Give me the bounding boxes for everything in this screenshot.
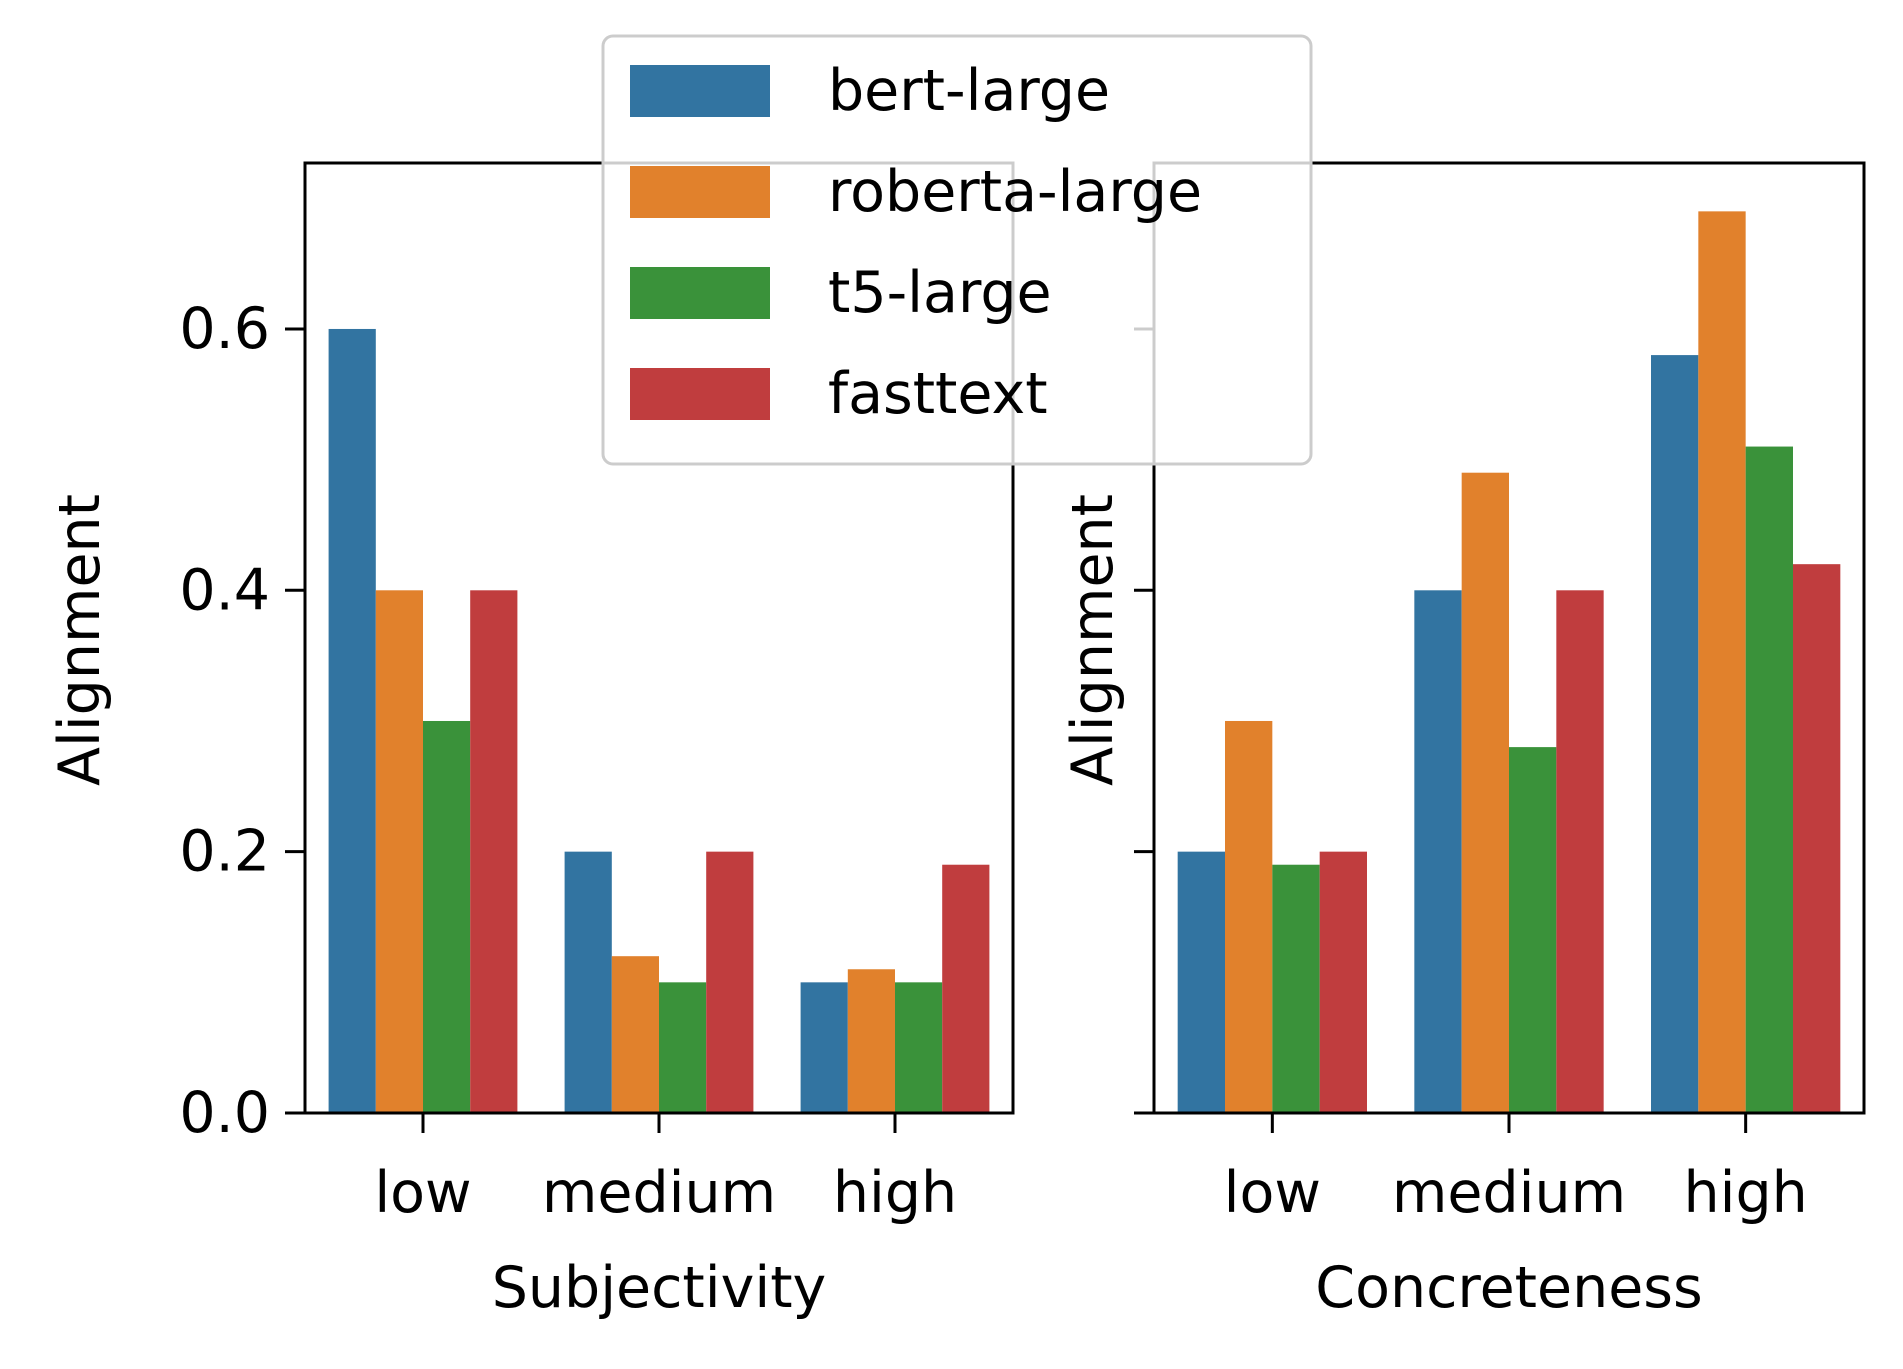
legend: bert-large roberta-large t5-large fasttext [601,34,1313,466]
y-axis-label: Alignment [1060,494,1126,786]
x-tick-label-medium: medium [542,1160,776,1226]
bar-bert-large-low [328,328,376,1114]
bar-bert-large-high [1651,355,1699,1114]
bar-roberta-large-high [1698,211,1746,1114]
bar-fasttext-high [942,864,990,1113]
legend-swatch-fasttext [630,368,770,420]
legend-label-t5-large: t5-large [828,260,1052,326]
bar-bert-large-low [1177,851,1225,1113]
y-tick-label: 0.4 [179,557,270,623]
legend-label-bert-large: bert-large [828,58,1110,124]
bar-fasttext-medium [1556,590,1604,1113]
bar-bert-large-medium [564,851,612,1113]
legend-label-roberta-large: roberta-large [828,159,1202,225]
bar-t5-large-low [423,720,471,1113]
legend-swatch-t5-large [630,267,770,319]
bar-roberta-large-low [1225,720,1273,1113]
legend-swatch-bert-large [630,65,770,117]
bar-t5-large-low [1272,864,1320,1113]
bar-t5-large-high [1745,446,1793,1113]
x-axis-label: Concreteness [1315,1255,1702,1321]
bar-roberta-large-low [375,590,423,1113]
bar-fasttext-medium [706,851,754,1113]
x-tick-label-medium: medium [1392,1160,1626,1226]
concreteness-panel: low medium high Concreteness Alignment [1060,161,1866,1321]
y-tick-label: 0.6 [179,296,270,362]
bar-roberta-large-medium [611,956,659,1113]
bar-fasttext-low [1319,851,1367,1113]
x-tick-label-low: low [374,1160,471,1226]
bar-roberta-large-high [847,969,895,1113]
legend-box [601,34,1313,466]
x-tick-label-high: high [833,1160,957,1226]
x-axis-label: Subjectivity [492,1255,827,1321]
y-axis-label: Alignment [47,494,113,786]
bar-bert-large-medium [1414,590,1462,1113]
x-tick-label-high: high [1684,1160,1808,1226]
bar-t5-large-high [895,982,943,1113]
bar-fasttext-low [470,590,518,1113]
bar-roberta-large-medium [1461,472,1509,1113]
bar-fasttext-high [1793,564,1841,1113]
legend-swatch-roberta-large [630,166,770,218]
x-tick-label-low: low [1224,1160,1321,1226]
y-tick-label: 0.2 [179,819,270,885]
bar-t5-large-medium [659,982,707,1113]
y-tick-label: 0.0 [179,1080,270,1146]
bar-bert-large-high [800,982,848,1113]
bar-t5-large-medium [1509,747,1557,1113]
legend-label-fasttext: fasttext [828,361,1048,427]
